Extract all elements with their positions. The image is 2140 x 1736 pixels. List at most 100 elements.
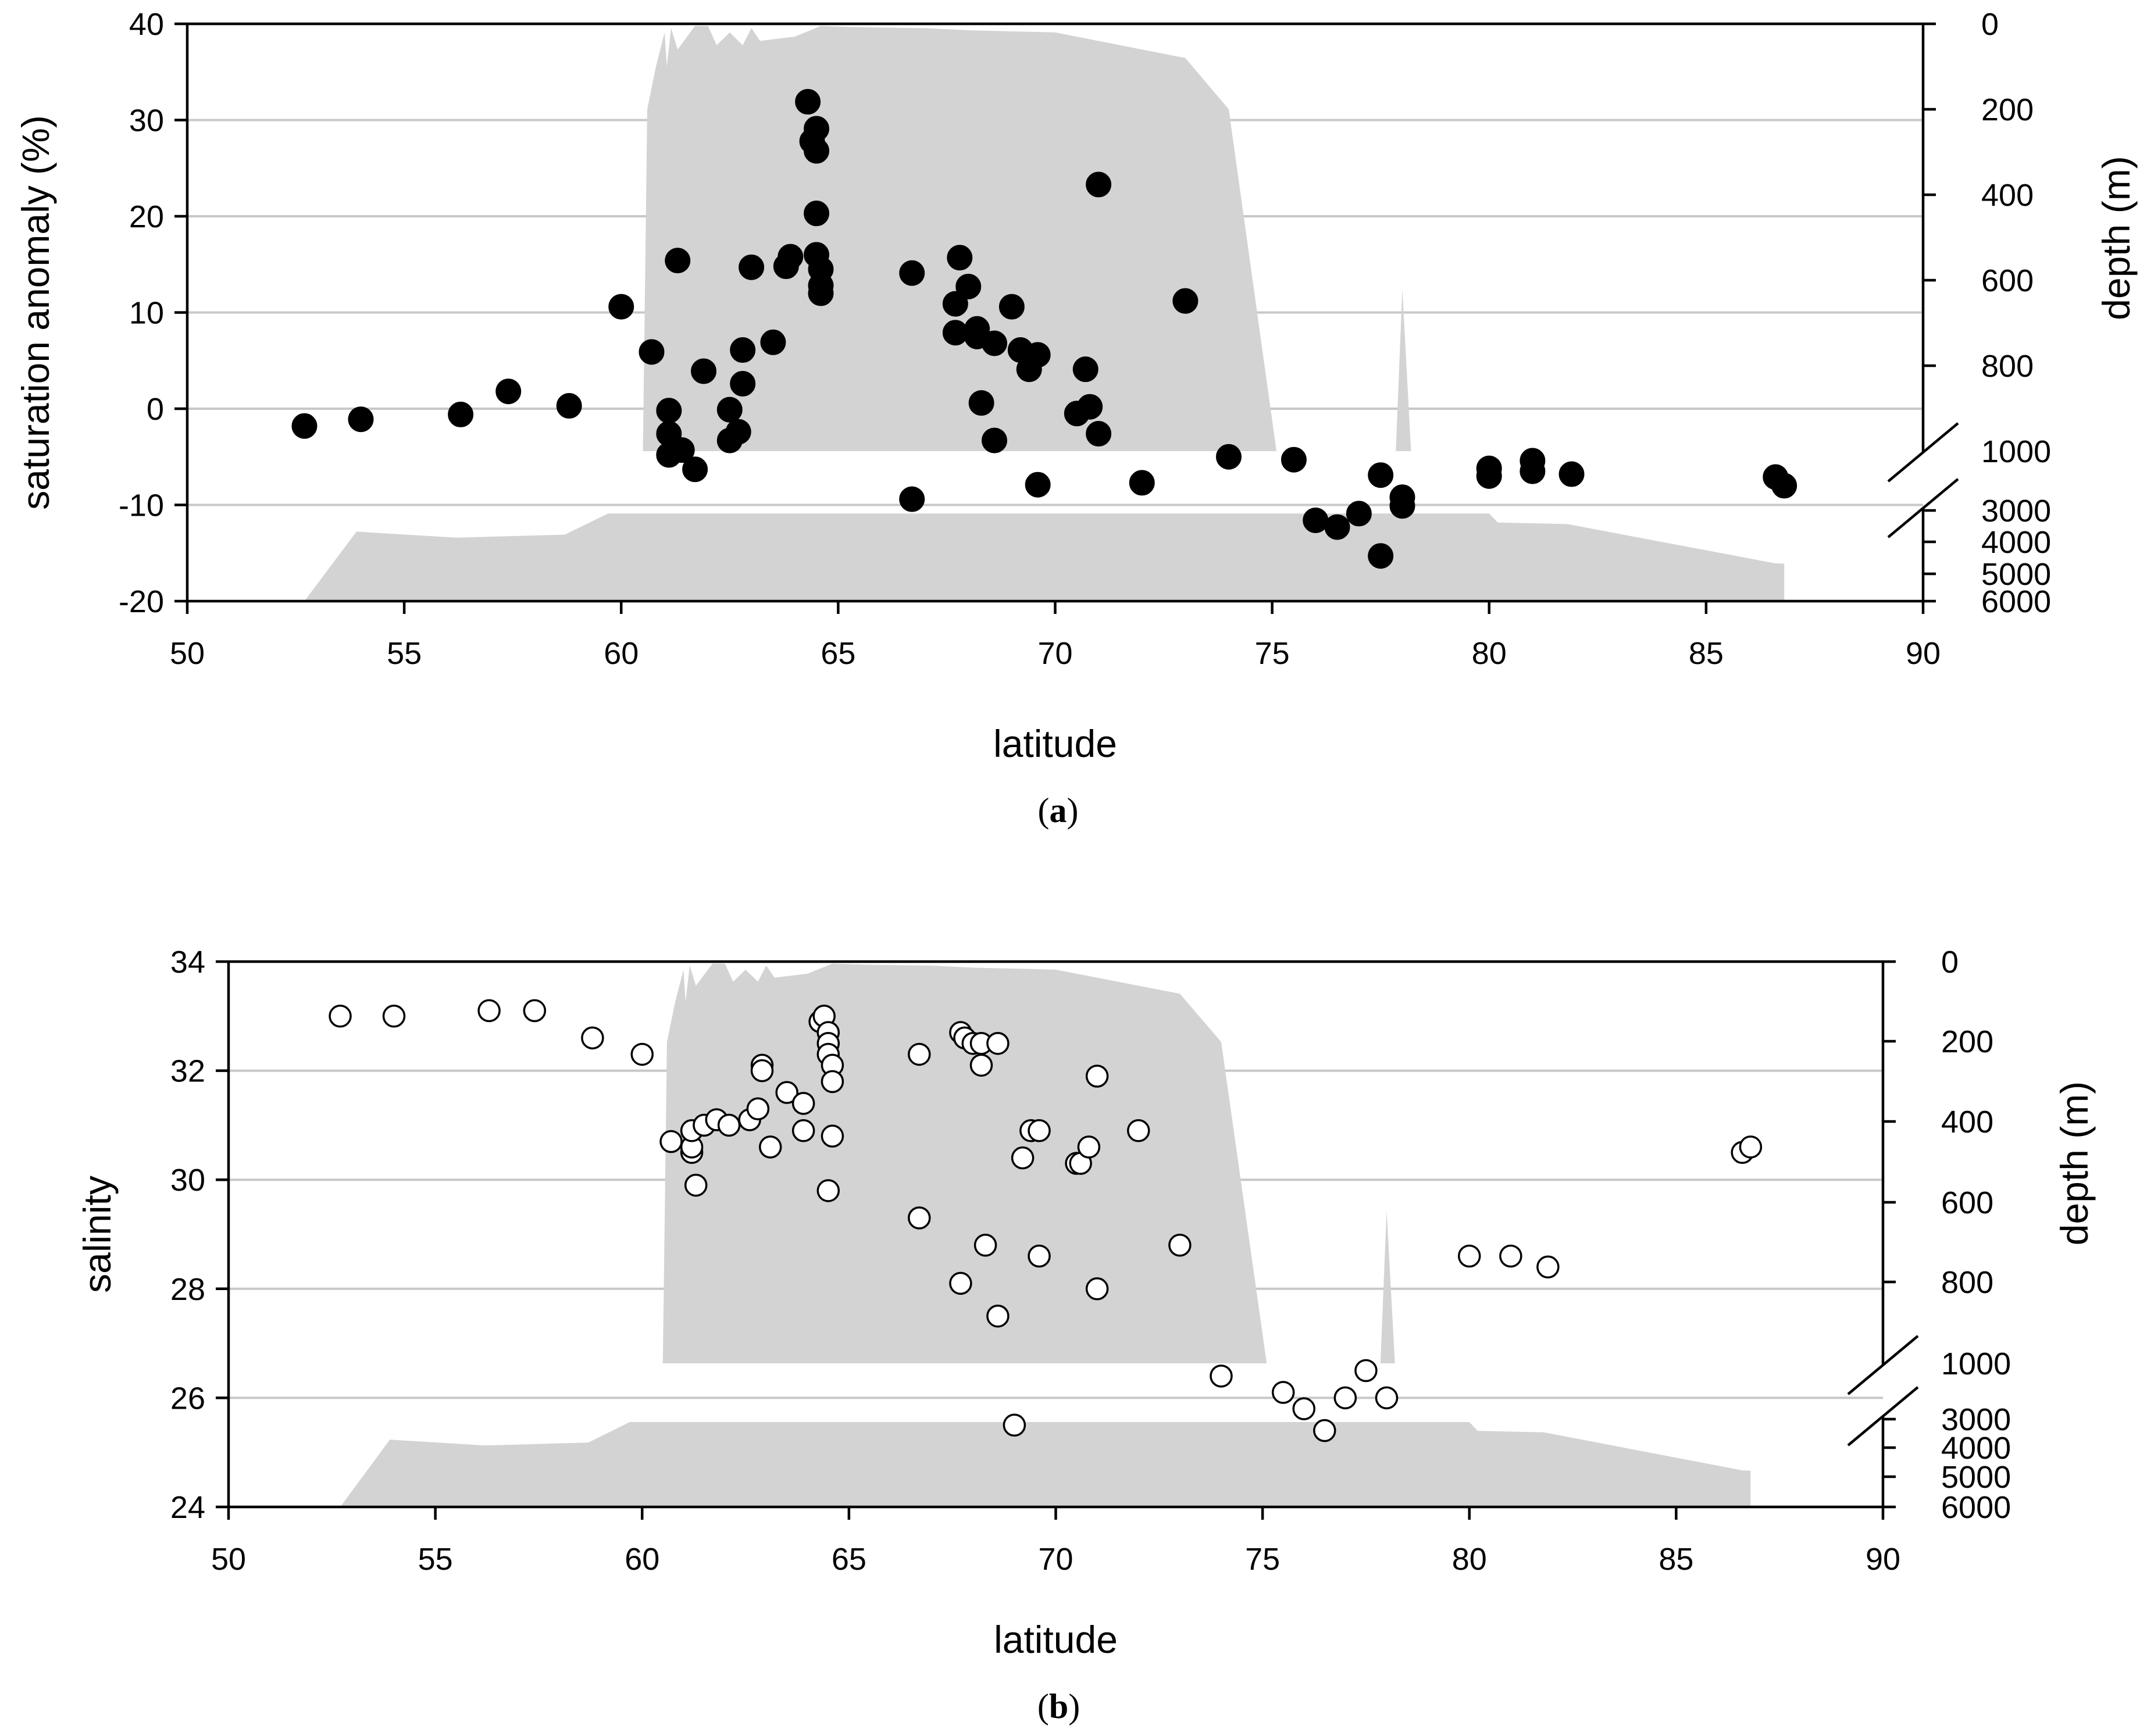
data-point xyxy=(982,427,1008,453)
x-axis-label-a: latitude xyxy=(993,722,1117,765)
y-tick-labels-a: -20 -10 0 10 20 30 40 xyxy=(119,7,164,619)
depth-tick-label: 800 xyxy=(1981,349,2034,384)
data-point xyxy=(477,999,501,1023)
data-point xyxy=(942,291,968,317)
depth-tick-label: 600 xyxy=(1941,1185,1993,1220)
depth-tick-label: 3000 xyxy=(1941,1402,2011,1437)
data-point xyxy=(942,320,968,346)
panel-label-paren: ) xyxy=(1067,791,1079,830)
data-point xyxy=(630,1042,654,1066)
depth-tick-label: 600 xyxy=(1981,263,2034,298)
panel-a: 50 55 60 65 70 75 80 85 90 -20 -10 0 10 20 30 40 0 200 4… xyxy=(14,7,2138,830)
data-point xyxy=(523,999,547,1023)
data-point xyxy=(969,1053,993,1077)
bathymetry-upper-a xyxy=(643,26,1277,452)
data-point xyxy=(448,401,474,427)
data-points-a xyxy=(291,89,1797,569)
data-point xyxy=(329,1005,352,1028)
data-point xyxy=(1324,514,1350,540)
y-tick-labels-b: 24 26 28 30 32 34 xyxy=(170,945,205,1525)
data-point xyxy=(656,398,682,424)
panel-label-letter: a xyxy=(1050,791,1067,830)
depth-tick-label: 5000 xyxy=(1941,1460,2011,1495)
bathymetry-upper-b xyxy=(662,963,1267,1363)
y-tick-label: 34 xyxy=(170,945,205,980)
bathymetry-spike-b xyxy=(1380,1210,1395,1363)
bathymetry-lower-b xyxy=(340,1422,1751,1507)
x-tick-label: 60 xyxy=(604,636,639,671)
data-point xyxy=(291,413,318,439)
bathymetry-lower-a xyxy=(304,513,1785,601)
data-point xyxy=(816,1179,840,1202)
data-point xyxy=(804,138,830,164)
panel-label-paren: ( xyxy=(1037,1687,1049,1726)
data-point xyxy=(1129,470,1155,496)
y-tick-label: 30 xyxy=(170,1163,205,1198)
data-point xyxy=(1168,1234,1192,1257)
x-tick-label: 60 xyxy=(625,1542,659,1577)
y-tick-label: 0 xyxy=(147,392,164,427)
data-point xyxy=(684,1173,708,1197)
x-tick-label: 80 xyxy=(1472,636,1507,671)
data-point xyxy=(1354,1359,1378,1383)
data-point xyxy=(1025,342,1051,368)
data-point xyxy=(1077,1135,1101,1159)
data-point xyxy=(1086,172,1112,198)
x-tick-label: 65 xyxy=(821,636,855,671)
x-tick-labels-b: 50 55 60 65 70 75 80 85 90 xyxy=(211,1542,1900,1577)
data-point xyxy=(730,370,756,397)
data-point xyxy=(1771,473,1797,499)
depth-tick-label: 400 xyxy=(1941,1105,1993,1140)
x-tick-label: 80 xyxy=(1452,1542,1487,1577)
data-point xyxy=(982,330,1008,356)
data-point xyxy=(968,390,994,416)
depth-tick-label: 0 xyxy=(1981,7,1999,42)
depth-tick-label: 5000 xyxy=(1981,557,2051,592)
data-point xyxy=(758,1135,782,1159)
data-point xyxy=(608,294,634,320)
data-point xyxy=(382,1005,406,1028)
data-point xyxy=(639,339,665,365)
data-point xyxy=(998,294,1025,320)
axis-break-mark xyxy=(1887,422,1959,483)
depth-tick-label: 800 xyxy=(1941,1265,1993,1300)
depth-tick-label: 200 xyxy=(1981,92,2034,127)
panel-b: 50 55 60 65 70 75 80 85 90 24 26 28 30 32 34 0 200 400 6… xyxy=(76,945,2096,1726)
panel-label-paren: ( xyxy=(1038,791,1050,830)
data-point xyxy=(804,201,830,227)
data-point xyxy=(682,456,708,483)
data-point xyxy=(1011,1146,1035,1170)
x-tick-label: 75 xyxy=(1245,1542,1280,1577)
data-point xyxy=(665,248,691,274)
x-tick-label: 70 xyxy=(1037,636,1072,671)
data-point xyxy=(1313,1419,1336,1442)
axis-break-mark xyxy=(1887,478,1959,538)
y-tick-label: 26 xyxy=(170,1381,205,1416)
data-point xyxy=(556,393,582,419)
data-point xyxy=(1281,446,1307,473)
data-point xyxy=(1375,1386,1399,1410)
bathymetry-spike-a xyxy=(1396,288,1411,451)
axis-break-mark xyxy=(1847,1335,1919,1395)
data-point xyxy=(1003,1413,1026,1437)
data-point xyxy=(1536,1255,1560,1279)
data-point xyxy=(821,1124,844,1148)
data-point xyxy=(725,419,751,445)
data-point xyxy=(775,1081,798,1104)
data-point xyxy=(908,1206,931,1230)
data-point xyxy=(899,486,925,512)
data-point xyxy=(1127,1119,1150,1142)
data-point xyxy=(717,1113,741,1137)
data-point xyxy=(795,89,821,115)
data-point xyxy=(947,245,973,271)
x-tick-label: 90 xyxy=(1866,1542,1900,1577)
data-point xyxy=(1025,471,1051,498)
panel-label-a: (a) xyxy=(1038,791,1079,830)
data-point xyxy=(669,437,695,463)
x-tick-label: 85 xyxy=(1658,1542,1693,1577)
data-point xyxy=(1072,356,1098,383)
data-point xyxy=(1499,1244,1522,1268)
y-tick-label: 10 xyxy=(129,296,164,331)
